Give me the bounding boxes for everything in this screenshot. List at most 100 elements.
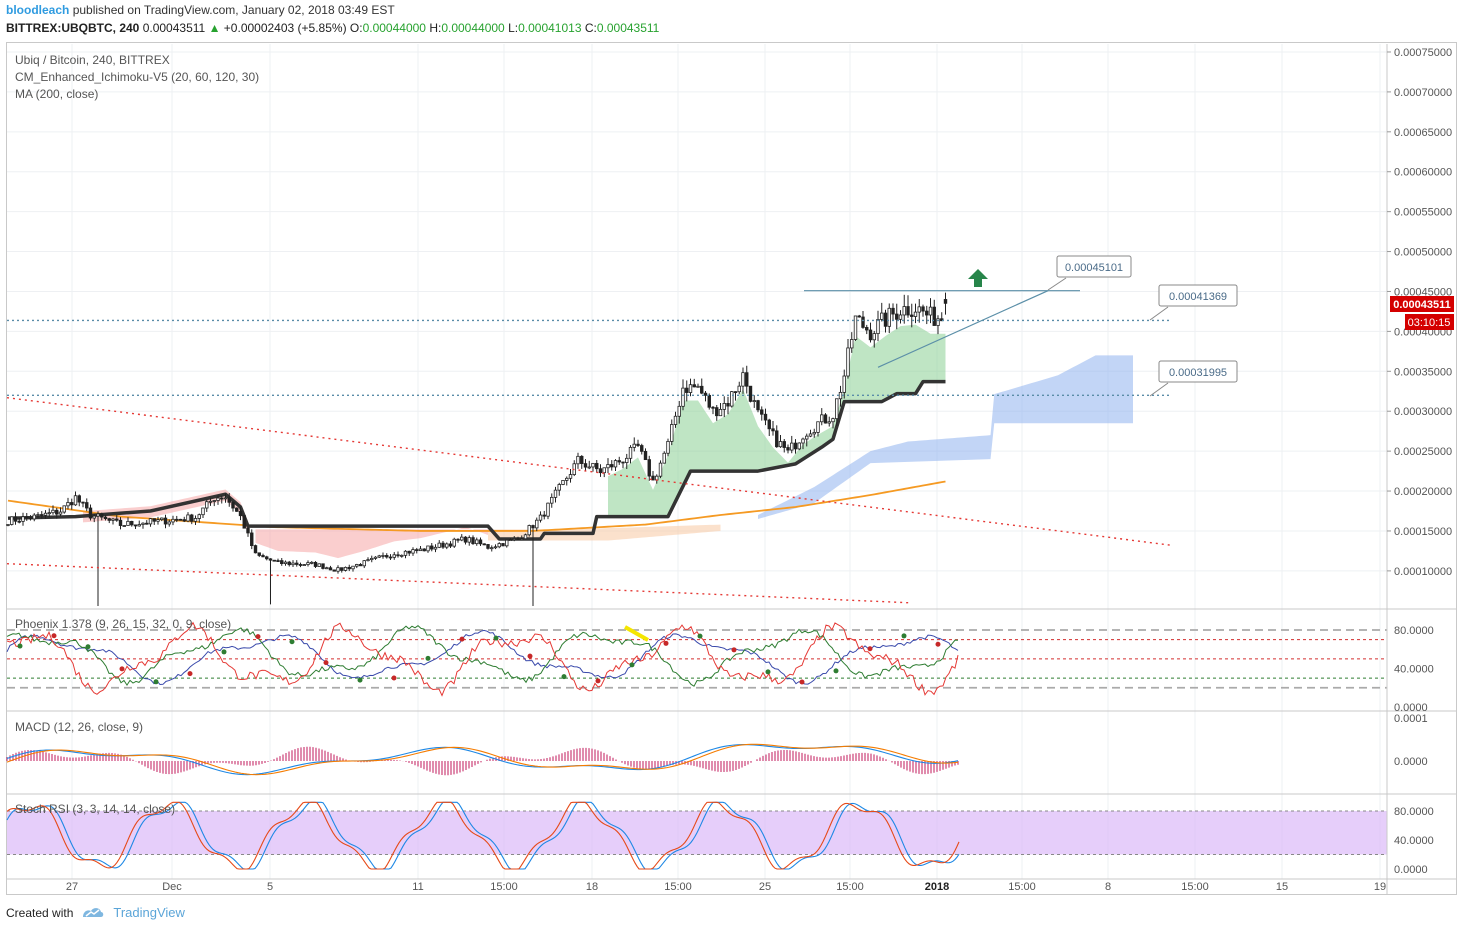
candle bbox=[437, 540, 441, 549]
candle bbox=[733, 391, 738, 401]
candle-body-up bbox=[568, 474, 573, 479]
candle-body-down bbox=[715, 407, 719, 417]
candle bbox=[452, 537, 456, 548]
candle bbox=[673, 411, 678, 428]
phoenix-blue bbox=[6, 629, 959, 686]
candle bbox=[287, 560, 291, 567]
candle bbox=[317, 563, 321, 567]
candle-body-up bbox=[216, 497, 220, 501]
candle-body-up bbox=[752, 400, 756, 403]
candle bbox=[126, 517, 130, 526]
candle-body-up bbox=[730, 391, 734, 407]
candle-body-down bbox=[478, 539, 483, 545]
candle bbox=[10, 516, 14, 526]
candle bbox=[576, 452, 580, 469]
macd-line bbox=[6, 744, 959, 776]
candle-body-down bbox=[703, 392, 708, 396]
candle bbox=[512, 536, 516, 542]
x-tick-label: 15:00 bbox=[664, 881, 692, 893]
x-tick-label: 15:00 bbox=[490, 881, 518, 893]
candle-body-up bbox=[838, 391, 843, 400]
phoenix-dot bbox=[663, 640, 669, 646]
candle bbox=[253, 544, 258, 554]
chart-frame[interactable] bbox=[6, 42, 1457, 895]
candle bbox=[805, 433, 809, 447]
candle-body-up bbox=[741, 372, 745, 387]
candle-body-down bbox=[430, 545, 434, 550]
candle-body-up bbox=[613, 460, 618, 468]
candle bbox=[718, 402, 723, 417]
candle-body-up bbox=[666, 440, 670, 454]
footer: Created with TradingView bbox=[6, 905, 185, 920]
candle-body-down bbox=[692, 384, 696, 388]
candle bbox=[651, 470, 655, 481]
tradingview-logo-icon bbox=[83, 907, 104, 917]
candle bbox=[396, 551, 400, 558]
tradingview-link[interactable]: TradingView bbox=[113, 905, 185, 920]
candle bbox=[178, 518, 183, 521]
phoenix-dot bbox=[187, 671, 193, 677]
x-tick-label: 25 bbox=[759, 881, 771, 893]
candle-body-down bbox=[246, 527, 250, 534]
callout-support-lower[interactable]: 0.00031995 bbox=[1149, 360, 1238, 397]
author-link[interactable]: bloodleach bbox=[6, 3, 70, 17]
candle bbox=[377, 554, 381, 559]
candle bbox=[107, 517, 111, 524]
publish-info: bloodleach published on TradingView.com,… bbox=[6, 3, 395, 17]
candle bbox=[197, 513, 201, 523]
phoenix-dot bbox=[153, 679, 159, 685]
candle-body-down bbox=[321, 563, 325, 569]
candle bbox=[298, 562, 303, 568]
candle bbox=[583, 459, 588, 471]
candle bbox=[137, 520, 141, 527]
candle bbox=[853, 315, 858, 341]
callout-resistance[interactable]: 0.00045101 bbox=[1047, 255, 1132, 291]
candle bbox=[373, 556, 378, 560]
candle bbox=[527, 524, 531, 537]
candle-body-up bbox=[310, 561, 314, 564]
candle-body-down bbox=[932, 306, 936, 326]
candle bbox=[400, 554, 404, 558]
callout-label-1: 0.00045101 bbox=[1065, 262, 1123, 274]
candle bbox=[827, 416, 831, 427]
candle-body-down bbox=[793, 442, 798, 450]
callout-support-upper[interactable]: 0.00041369 bbox=[1149, 284, 1238, 321]
candle-body-up bbox=[467, 537, 471, 543]
candle-body-up bbox=[512, 538, 516, 541]
candle-body-up bbox=[872, 333, 876, 341]
candle bbox=[902, 294, 906, 324]
candle-body-up bbox=[381, 555, 385, 557]
legend-ma: MA (200, close) bbox=[15, 87, 98, 101]
phoenix-dot bbox=[901, 633, 907, 639]
candle bbox=[92, 513, 96, 523]
candle-body-up bbox=[355, 564, 359, 567]
candle-body-down bbox=[298, 564, 303, 566]
candle bbox=[220, 495, 224, 504]
candle-body-down bbox=[145, 522, 149, 525]
x-tick-label: 2018 bbox=[925, 881, 949, 893]
candle bbox=[163, 514, 168, 529]
candle-body-up bbox=[126, 520, 130, 526]
candle-body-up bbox=[808, 433, 813, 437]
y-tick-label: 0.00070000 bbox=[1394, 87, 1452, 99]
candle-body-up bbox=[587, 466, 591, 469]
candle bbox=[711, 406, 715, 415]
candle-body-down bbox=[610, 464, 614, 468]
candle bbox=[677, 400, 681, 424]
candle bbox=[846, 339, 850, 379]
candle bbox=[737, 381, 741, 395]
candle-body-down bbox=[332, 569, 336, 572]
candle-body-down bbox=[340, 567, 344, 571]
candle bbox=[703, 390, 708, 402]
candle bbox=[801, 437, 805, 450]
candle bbox=[456, 538, 460, 543]
open-label: O: bbox=[349, 21, 363, 35]
candle-body-up bbox=[411, 549, 415, 554]
macd-signal bbox=[6, 743, 959, 776]
candle bbox=[216, 495, 220, 505]
candle bbox=[917, 299, 921, 323]
candle-body-up bbox=[137, 524, 141, 527]
phoenix-dot bbox=[527, 653, 533, 659]
candle bbox=[118, 517, 123, 530]
